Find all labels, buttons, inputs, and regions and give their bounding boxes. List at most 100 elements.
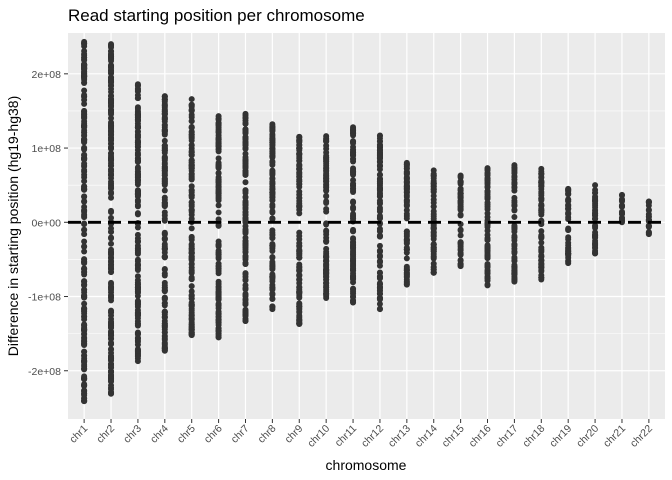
data-point-chr2 <box>108 184 115 191</box>
data-point-chr5 <box>188 211 195 218</box>
data-point-chr7 <box>242 164 249 171</box>
data-point-chr13 <box>403 192 410 199</box>
x-tick-label-chr4: chr4 <box>148 423 171 446</box>
data-point-chr12 <box>376 258 383 265</box>
data-point-chr1 <box>81 243 88 250</box>
data-point-chr19 <box>565 250 572 257</box>
data-point-chr5 <box>188 159 195 166</box>
data-point-chr3 <box>134 334 141 341</box>
data-point-chr2 <box>108 312 115 319</box>
data-point-chr11 <box>350 199 357 206</box>
data-point-chr3 <box>134 322 141 329</box>
y-tick-label: -2e+08 <box>28 366 61 378</box>
x-tick-label-chr6: chr6 <box>202 423 225 446</box>
data-point-chr2 <box>108 269 115 276</box>
data-point-chr7 <box>242 154 249 161</box>
data-point-chr5 <box>188 171 195 178</box>
data-point-chr4 <box>161 272 168 279</box>
data-point-chr9 <box>296 137 303 144</box>
x-tick-label-chr14: chr14 <box>413 423 440 450</box>
data-point-chr5 <box>188 329 195 336</box>
data-point-chr10 <box>323 199 330 206</box>
data-point-chr1 <box>81 340 88 347</box>
data-point-chr1 <box>81 146 88 153</box>
data-point-chr11 <box>350 241 357 248</box>
data-point-chr4 <box>161 229 168 236</box>
data-point-chr18 <box>538 170 545 177</box>
data-point-chr20 <box>592 240 599 247</box>
data-point-chr9 <box>296 153 303 160</box>
data-point-chr19 <box>565 225 572 232</box>
data-point-chr17 <box>511 234 518 241</box>
data-point-chr12 <box>376 284 383 291</box>
data-point-chr2 <box>108 78 115 85</box>
data-point-chr10 <box>323 234 330 241</box>
data-point-chr3 <box>134 292 141 299</box>
x-tick-label-chr18: chr18 <box>520 423 547 450</box>
data-point-chr4 <box>161 322 168 329</box>
data-point-chr1 <box>81 282 88 289</box>
data-point-chr9 <box>296 202 303 209</box>
data-point-chr2 <box>108 67 115 74</box>
data-point-chr7 <box>242 271 249 278</box>
data-point-chr13 <box>403 165 410 172</box>
data-point-chr21 <box>618 196 625 203</box>
data-point-chr12 <box>376 191 383 198</box>
data-point-chr7 <box>242 242 249 249</box>
data-point-chr18 <box>538 239 545 246</box>
data-point-chr4 <box>161 308 168 315</box>
data-point-chr1 <box>81 300 88 307</box>
data-point-chr16 <box>484 243 491 250</box>
data-point-chr5 <box>188 183 195 190</box>
data-point-chr5 <box>188 233 195 240</box>
data-point-chr12 <box>376 212 383 219</box>
data-point-chr17 <box>511 241 518 248</box>
data-point-chr6 <box>215 280 222 287</box>
data-point-chr13 <box>403 232 410 239</box>
data-point-chr7 <box>242 160 249 167</box>
data-point-chr18 <box>538 267 545 274</box>
data-point-chr9 <box>296 145 303 152</box>
data-point-chr6 <box>215 143 222 150</box>
data-point-chr6 <box>215 115 222 122</box>
data-point-chr12 <box>376 153 383 160</box>
data-point-chr4 <box>161 144 168 151</box>
data-point-chr16 <box>484 255 491 262</box>
data-point-chr3 <box>134 203 141 210</box>
data-point-chr2 <box>108 228 115 235</box>
data-point-chr9 <box>296 247 303 254</box>
data-point-chr3 <box>134 341 141 348</box>
data-point-chr14 <box>430 233 437 240</box>
data-point-chr13 <box>403 240 410 247</box>
data-point-chr1 <box>81 68 88 75</box>
data-point-chr5 <box>188 176 195 183</box>
data-point-chr16 <box>484 275 491 282</box>
data-point-chr20 <box>592 229 599 236</box>
data-point-chr2 <box>108 284 115 291</box>
data-point-chr12 <box>376 178 383 185</box>
data-point-chr1 <box>81 266 88 273</box>
data-point-chr1 <box>81 238 88 245</box>
data-point-chr7 <box>242 299 249 306</box>
data-point-chr5 <box>188 268 195 275</box>
data-point-chr6 <box>215 163 222 170</box>
data-point-chr12 <box>376 253 383 260</box>
data-point-chr1 <box>81 322 88 329</box>
data-point-chr2 <box>108 240 115 247</box>
data-point-chr3 <box>134 242 141 249</box>
data-point-chr11 <box>350 149 357 156</box>
data-point-chr4 <box>161 122 168 129</box>
data-point-chr3 <box>134 256 141 263</box>
data-point-chr10 <box>323 245 330 252</box>
data-point-chr1 <box>81 100 88 107</box>
data-point-chr5 <box>188 283 195 290</box>
data-point-chr1 <box>81 54 88 61</box>
data-point-chr19 <box>565 234 572 241</box>
data-point-chr15 <box>457 261 464 268</box>
data-point-chr2 <box>108 115 115 122</box>
data-point-chr18 <box>538 272 545 279</box>
data-point-chr12 <box>376 185 383 192</box>
data-point-chr7 <box>242 276 249 283</box>
data-point-chr8 <box>269 136 276 143</box>
data-point-chr4 <box>161 172 168 179</box>
